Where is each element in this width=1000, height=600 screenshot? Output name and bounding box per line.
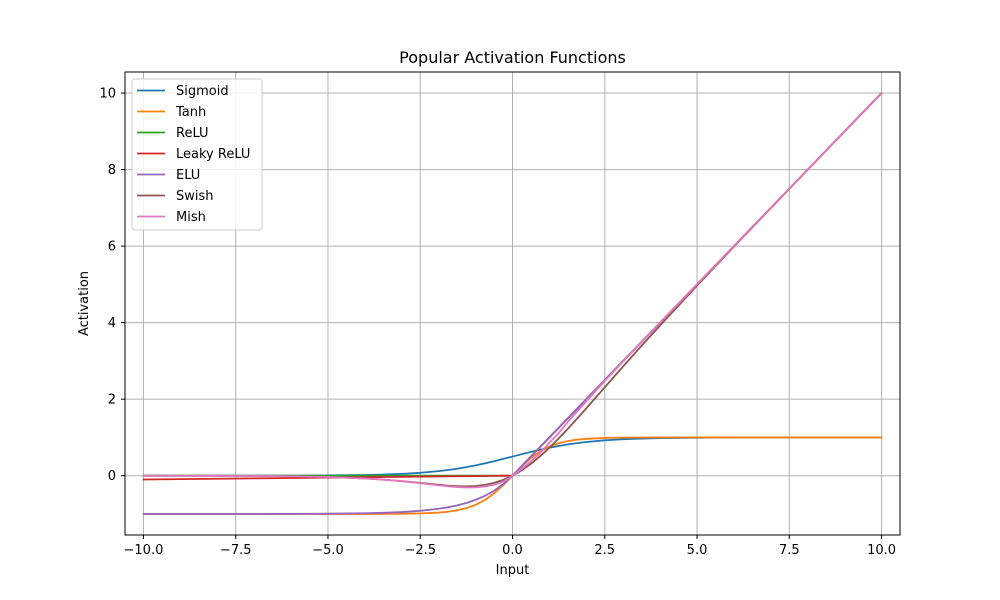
y-axis-label: Activation (77, 271, 92, 336)
x-tick-label: 2.5 (594, 543, 615, 558)
x-tick-label: −2.5 (404, 543, 436, 558)
legend: Sigmoid Tanh ReLU Leaky ReLU ELU Swish Mish (131, 78, 263, 231)
legend-box (131, 78, 263, 231)
legend-label-swish: Swish (176, 189, 214, 204)
series-lines (142, 92, 883, 515)
y-tick-label: 8 (108, 163, 116, 178)
y-axis-ticks: 0 2 4 6 8 10 (99, 87, 125, 484)
x-tick-label: −5.0 (312, 543, 344, 558)
series-line-mish (142, 92, 883, 489)
x-tick-label: 0.0 (502, 543, 523, 558)
x-tick-label: 5.0 (687, 543, 708, 558)
legend-label-elu: ELU (176, 168, 200, 183)
legend-label-sigmoid: Sigmoid (176, 84, 229, 99)
y-tick-label: 4 (108, 316, 116, 331)
x-tick-label: 10.0 (867, 543, 896, 558)
chart-title: Popular Activation Functions (399, 48, 626, 67)
y-tick-label: 6 (108, 240, 116, 255)
y-tick-label: 2 (108, 393, 116, 408)
legend-label-tanh: Tanh (175, 105, 206, 120)
x-tick-label: 7.5 (779, 543, 800, 558)
y-tick-label: 0 (108, 469, 116, 484)
y-tick-label: 10 (99, 87, 116, 102)
x-tick-label: −7.5 (220, 543, 252, 558)
x-tick-label: −10.0 (124, 543, 164, 558)
x-axis-label: Input (496, 563, 530, 578)
legend-label-mish: Mish (176, 210, 206, 225)
legend-label-leaky-relu: Leaky ReLU (176, 147, 250, 162)
grid-lines (125, 72, 900, 535)
x-axis-ticks: −10.0 −7.5 −5.0 −2.5 0.0 2.5 5.0 7.5 10.0 (124, 535, 896, 558)
legend-label-relu: ReLU (176, 126, 209, 141)
